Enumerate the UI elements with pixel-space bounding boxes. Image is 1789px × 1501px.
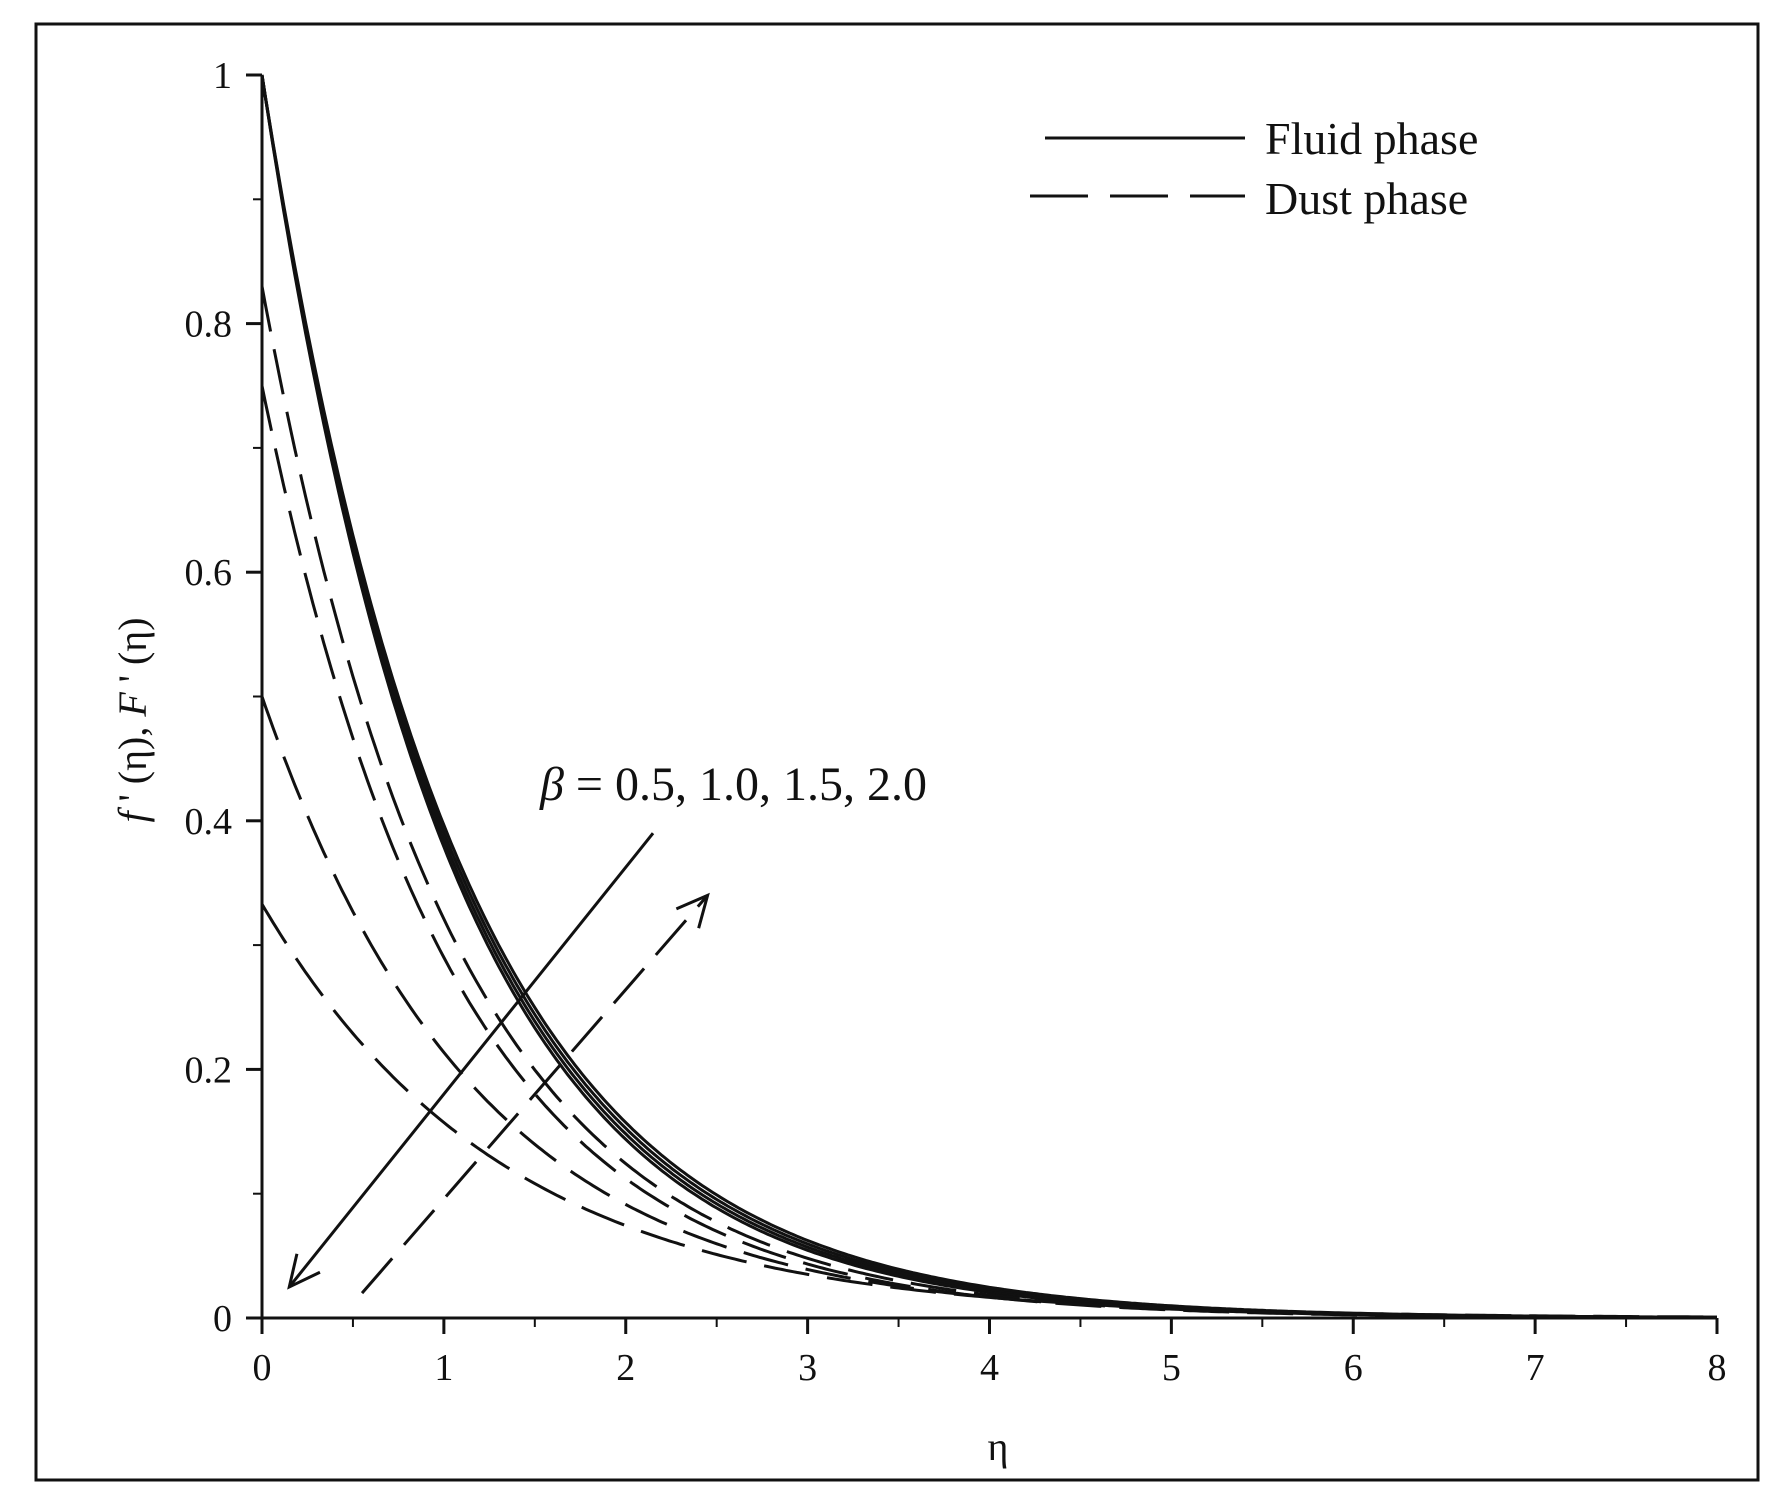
dust-phase-curve-4: [260, 286, 1717, 1319]
beta-symbol: β: [539, 758, 564, 811]
x-tick-label: 8: [1708, 1347, 1727, 1389]
fluid-phase-curve-2: [260, 74, 1717, 1319]
arrow-head-0: [287, 1253, 321, 1290]
legend-label-fluid: Fluid phase: [1265, 113, 1478, 164]
y-tick-label: 0: [213, 1298, 232, 1340]
dust-phase-curve-7: [260, 903, 1717, 1319]
x-tick-label: 1: [434, 1347, 453, 1389]
arrow-shaft-1: [360, 894, 709, 1295]
x-tick-label: 2: [616, 1347, 635, 1389]
x-tick-label: 0: [253, 1347, 272, 1389]
x-tick-label: 5: [1162, 1347, 1181, 1389]
arrow-head-1: [675, 892, 710, 929]
x-tick-label: 7: [1526, 1347, 1545, 1389]
y-axis-label: f ' (η), F ' (η): [110, 617, 155, 822]
y-axis-label-F: F: [110, 692, 155, 718]
axes: 0 1 2 3 4 5 6 7 8 0 0.2 0.4 0.6 0.8 1: [185, 55, 1727, 1389]
y-tick-label: 0.8: [185, 304, 233, 346]
dust-phase-curve-5: [260, 385, 1717, 1319]
annotation-arrows: [287, 832, 710, 1295]
y-tick-label: 0.6: [185, 552, 233, 594]
x-tick-label: 3: [798, 1347, 817, 1389]
beta-values: = 0.5, 1.0, 1.5, 2.0: [564, 758, 927, 811]
fluid-phase-curve-1: [260, 74, 1717, 1319]
figure-border: [34, 22, 1760, 1482]
y-axis-label-F-rest: ' (η): [110, 617, 155, 692]
fluid-phase-curve-0: [260, 74, 1717, 1319]
y-tick-label: 1: [213, 55, 232, 97]
dust-phase-curve-6: [260, 696, 1717, 1319]
y-tick-label: 0.2: [185, 1049, 233, 1091]
x-tick-label: 6: [1344, 1347, 1363, 1389]
fluid-phase-curve-3: [260, 74, 1717, 1319]
x-axis-label: η: [988, 1424, 1009, 1469]
y-axis-label-f-rest: ' (η),: [110, 717, 155, 812]
curves: [260, 74, 1717, 1319]
legend-label-dust: Dust phase: [1265, 173, 1468, 224]
y-tick-label: 0.4: [185, 801, 233, 843]
arrow-shaft-0: [288, 832, 655, 1288]
beta-annotation: β = 0.5, 1.0, 1.5, 2.0: [539, 758, 927, 811]
legend: Fluid phase Dust phase: [1030, 113, 1478, 224]
x-tick-label: 4: [980, 1347, 999, 1389]
